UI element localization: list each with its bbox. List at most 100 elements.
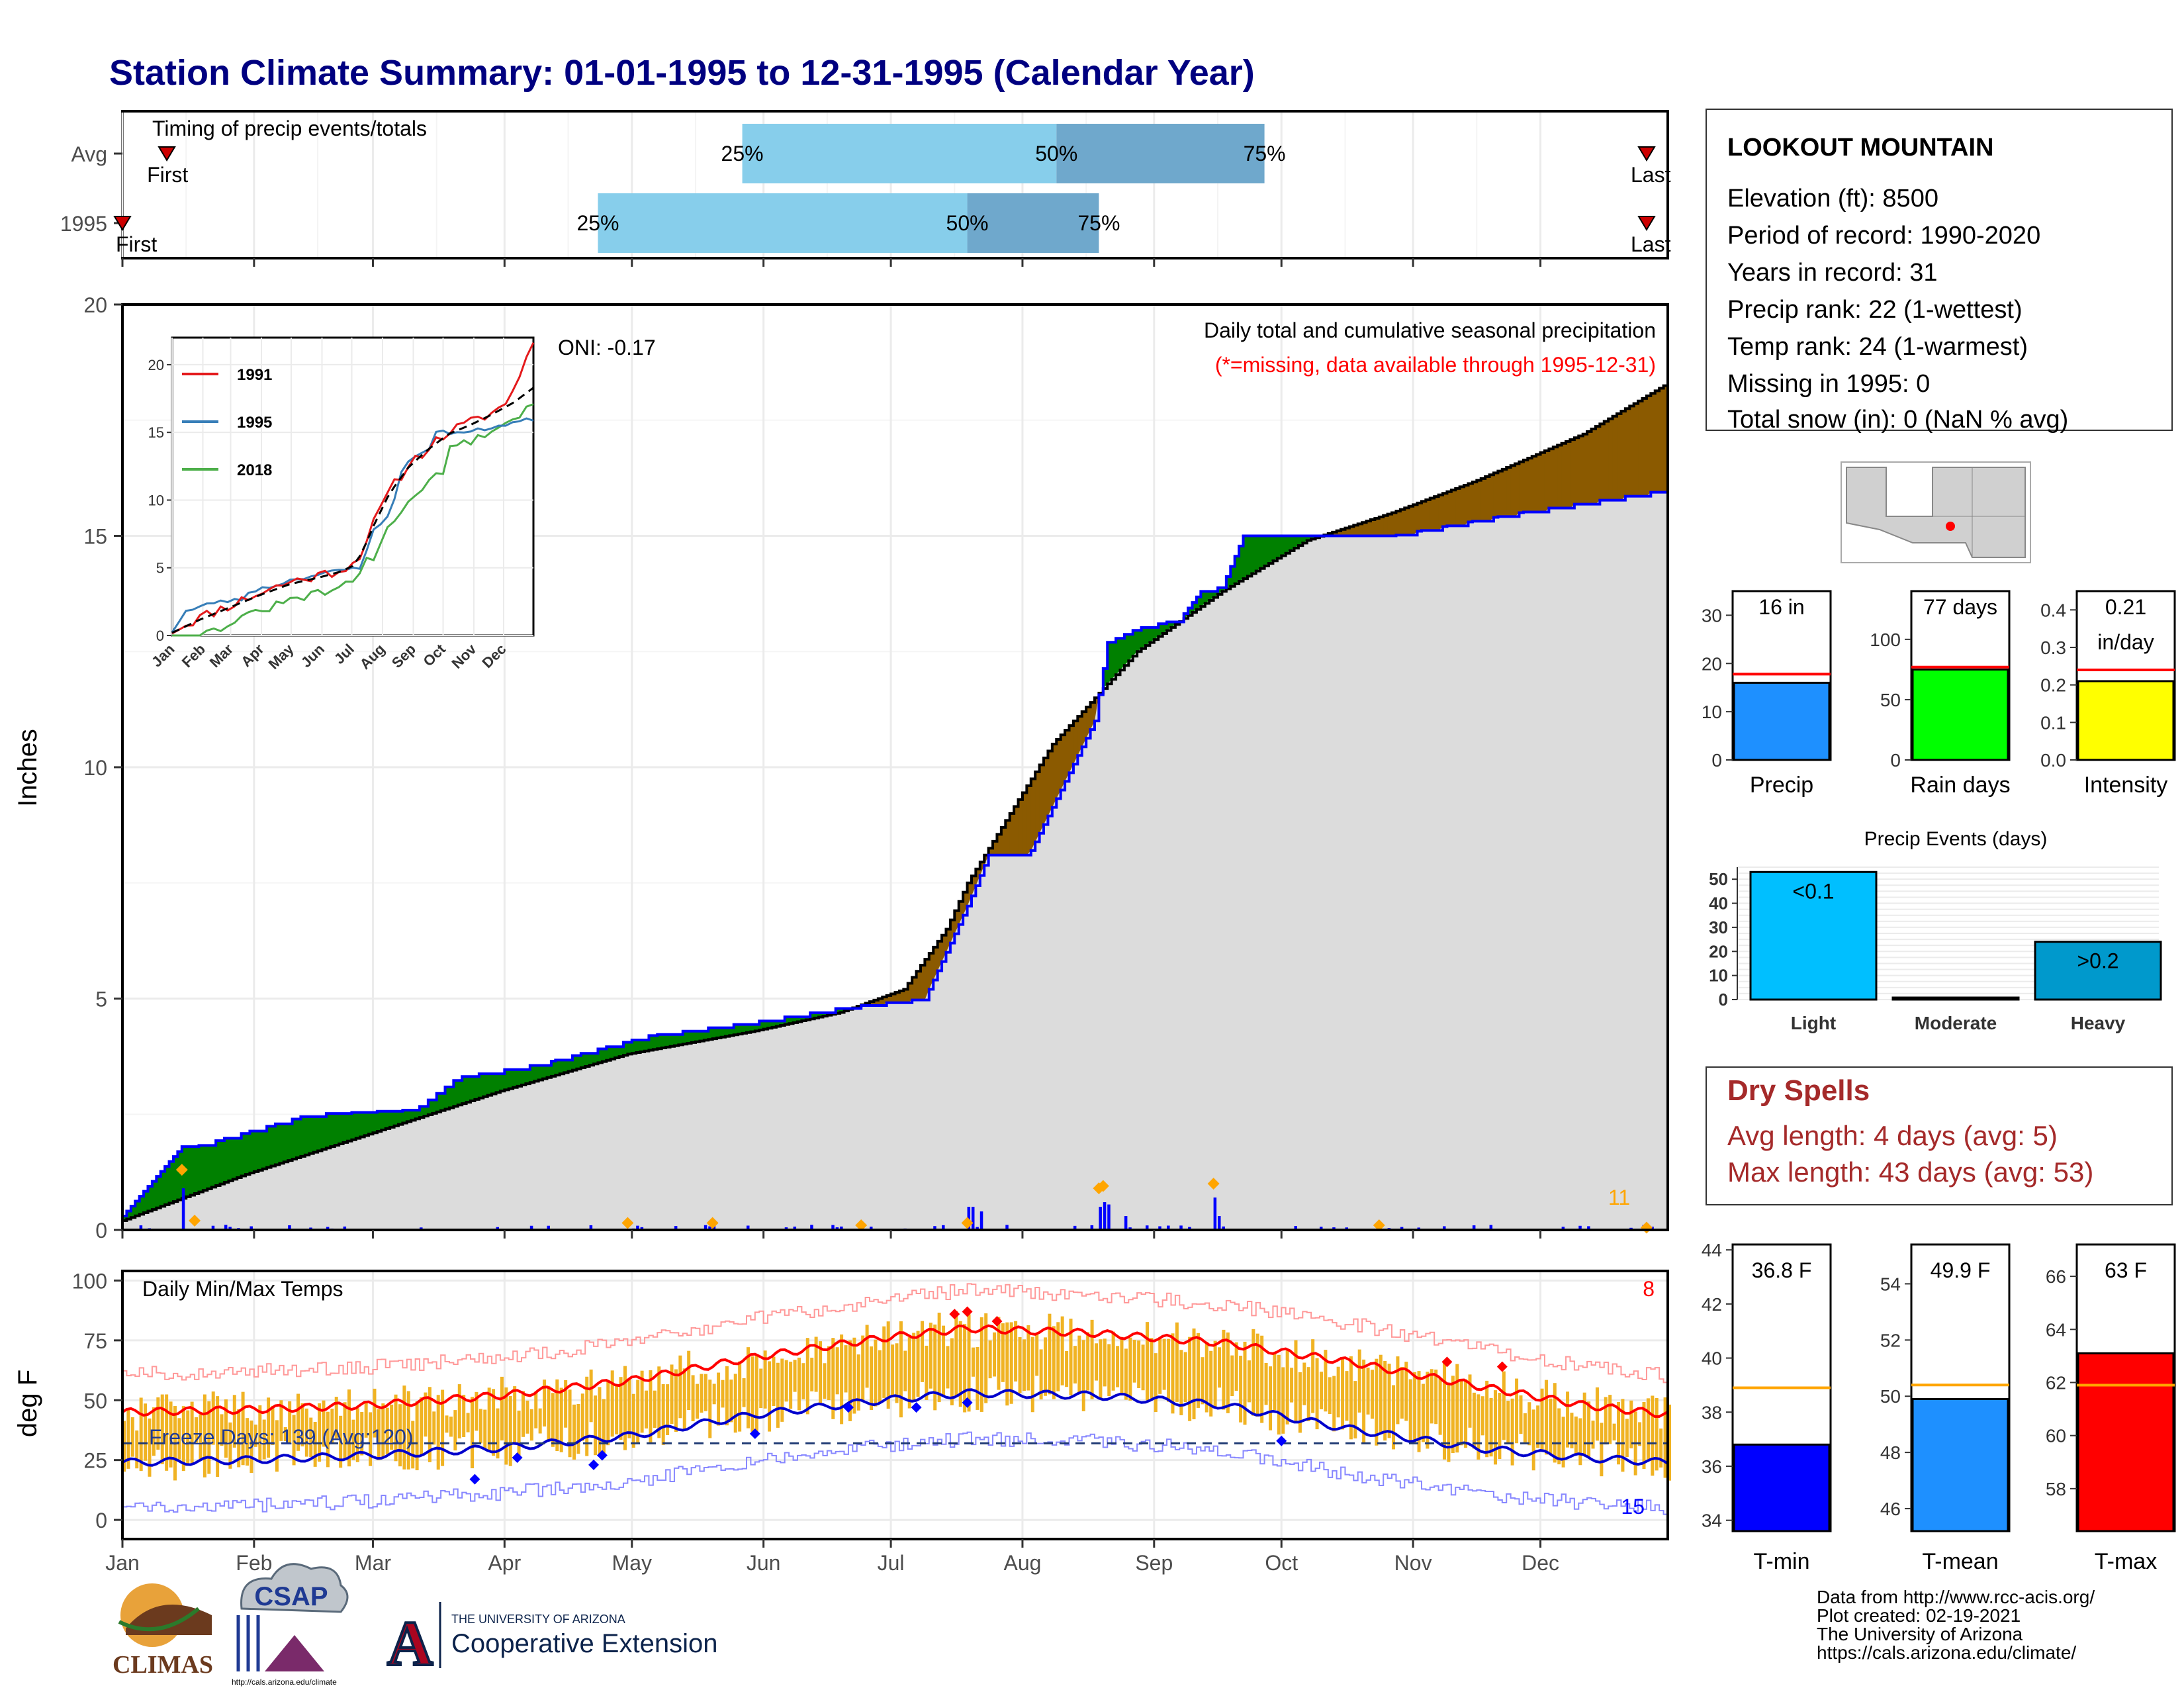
last-event-marker: [1637, 146, 1656, 162]
record-low-marker: [962, 1397, 973, 1408]
timing-panel: Avg 25% 50% 75% First Last 1995 25% 50% 75% First L…: [60, 110, 1671, 259]
daily-temp-range-bar: [835, 1347, 839, 1395]
surplus-fill: [529, 1065, 535, 1083]
surplus-fill: [1222, 587, 1227, 592]
temp-y-axis-title: deg F: [13, 1370, 42, 1437]
daily-temp-range-bar: [805, 1338, 809, 1415]
events-category-label: Heavy: [2071, 1013, 2126, 1033]
daily-temp-range-bar: [186, 1410, 190, 1466]
daily-temp-range-bar: [449, 1416, 453, 1437]
deficit-fill: [1086, 707, 1091, 739]
precip-note: Daily total and cumulative seasonal prec…: [1204, 318, 1656, 342]
daily-temp-range-bar: [763, 1350, 767, 1409]
surplus-fill: [1226, 577, 1231, 589]
daily-temp-range-bar: [1226, 1332, 1230, 1413]
daily-temp-range-bar: [661, 1384, 665, 1445]
surplus-fill: [144, 1191, 149, 1213]
timing-bar-q50-q75: [1056, 124, 1265, 183]
surplus-fill: [1120, 638, 1125, 671]
daily-temp-range-bar: [1044, 1337, 1048, 1396]
inset-y-tick-label: 5: [156, 560, 164, 577]
daily-precip-bar: [640, 1227, 644, 1230]
temp-stat-tick-label: 42: [1702, 1294, 1722, 1315]
daily-temp-range-bar: [776, 1362, 780, 1428]
surplus-fill: [1209, 591, 1214, 601]
temp-stat-tick-label: 58: [2046, 1479, 2066, 1499]
surplus-fill: [1116, 638, 1121, 675]
daily-temp-range-bar: [1570, 1413, 1574, 1448]
daily-temp-range-bar: [1251, 1329, 1255, 1416]
daily-temp-range-bar: [1319, 1372, 1323, 1409]
surplus-fill: [369, 1112, 374, 1135]
daily-temp-range-bar: [967, 1314, 971, 1412]
daily-temp-range-bar: [160, 1394, 164, 1464]
deficit-fill: [1430, 498, 1435, 531]
deficit-fill: [1578, 436, 1584, 504]
deficit-fill: [1447, 491, 1452, 526]
daily-temp-range-bar: [1332, 1376, 1336, 1432]
daily-temp-range-bar: [691, 1375, 695, 1421]
daily-temp-range-bar: [1366, 1367, 1370, 1415]
inset-legend-label: 1995: [237, 414, 272, 432]
daily-precip-bar: [211, 1225, 215, 1230]
daily-temp-range-bar: [627, 1380, 631, 1438]
timing-q50-label: 50%: [1035, 142, 1077, 165]
stat-bar-tick-label: 100: [1870, 630, 1901, 650]
station-location-marker: [1946, 522, 1955, 531]
surplus-fill: [1269, 536, 1274, 564]
surplus-fill: [700, 1031, 705, 1041]
deficit-fill: [933, 947, 938, 980]
surplus-fill: [776, 1021, 781, 1027]
page-title: Station Climate Summary: 01-01-1995 to 1…: [109, 53, 1255, 93]
month-label: Aug: [1003, 1551, 1041, 1575]
timing-label: Timing of precip events/totals: [152, 117, 427, 140]
daily-temp-range-bar: [1103, 1338, 1107, 1387]
surplus-fill: [534, 1065, 539, 1082]
surplus-fill: [759, 1021, 764, 1031]
deficit-fill: [1519, 461, 1524, 513]
daily-temp-range-bar: [759, 1368, 763, 1409]
timing-bar-q25-q50: [598, 193, 968, 253]
daily-temp-range-bar: [508, 1396, 512, 1466]
daily-temp-range-bar: [1392, 1385, 1396, 1450]
surplus-fill: [373, 1112, 378, 1133]
station-box-frame: [1706, 109, 2173, 431]
timing-row-label: Avg: [71, 142, 107, 166]
precip-marker: [621, 1217, 634, 1229]
daily-temp-range-bar: [1612, 1423, 1616, 1441]
daily-temp-range-bar: [432, 1411, 436, 1445]
footer-line: Data from http://www.rcc-acis.org/: [1817, 1587, 2095, 1607]
daily-temp-range-bar: [725, 1366, 729, 1426]
surplus-fill: [445, 1087, 450, 1109]
deficit-fill: [1366, 521, 1371, 536]
surplus-fill: [203, 1145, 208, 1191]
surplus-fill: [420, 1106, 425, 1118]
surplus-fill: [190, 1147, 195, 1196]
daily-temp-range-bar: [733, 1374, 737, 1433]
surplus-fill: [156, 1176, 161, 1208]
surplus-fill: [173, 1156, 178, 1202]
daily-temp-range-bar: [420, 1397, 424, 1456]
deficit-fill: [916, 971, 921, 1000]
surplus-fill: [207, 1145, 212, 1189]
surplus-fill: [122, 1216, 128, 1221]
surplus-fill: [784, 1017, 790, 1025]
daily-temp-range-bar: [640, 1370, 644, 1433]
events-tick-label: 40: [1709, 894, 1728, 914]
events-tick-label: 0: [1719, 990, 1728, 1009]
precip-y-axis-title: Inches: [13, 729, 42, 807]
surplus-fill: [228, 1138, 234, 1181]
daily-temp-range-bar: [326, 1411, 330, 1468]
deficit-fill: [1612, 416, 1617, 500]
daily-temp-range-bar: [428, 1387, 432, 1462]
surplus-fill: [364, 1112, 369, 1136]
deficit-fill: [1404, 508, 1410, 536]
first-event-marker: [158, 146, 176, 162]
temp-stat-tick-label: 38: [1702, 1402, 1722, 1423]
surplus-fill: [262, 1131, 267, 1169]
surplus-fill: [1205, 591, 1210, 604]
deficit-fill: [1048, 751, 1053, 816]
daily-temp-range-bar: [1239, 1356, 1243, 1423]
deficit-fill: [1081, 712, 1087, 747]
